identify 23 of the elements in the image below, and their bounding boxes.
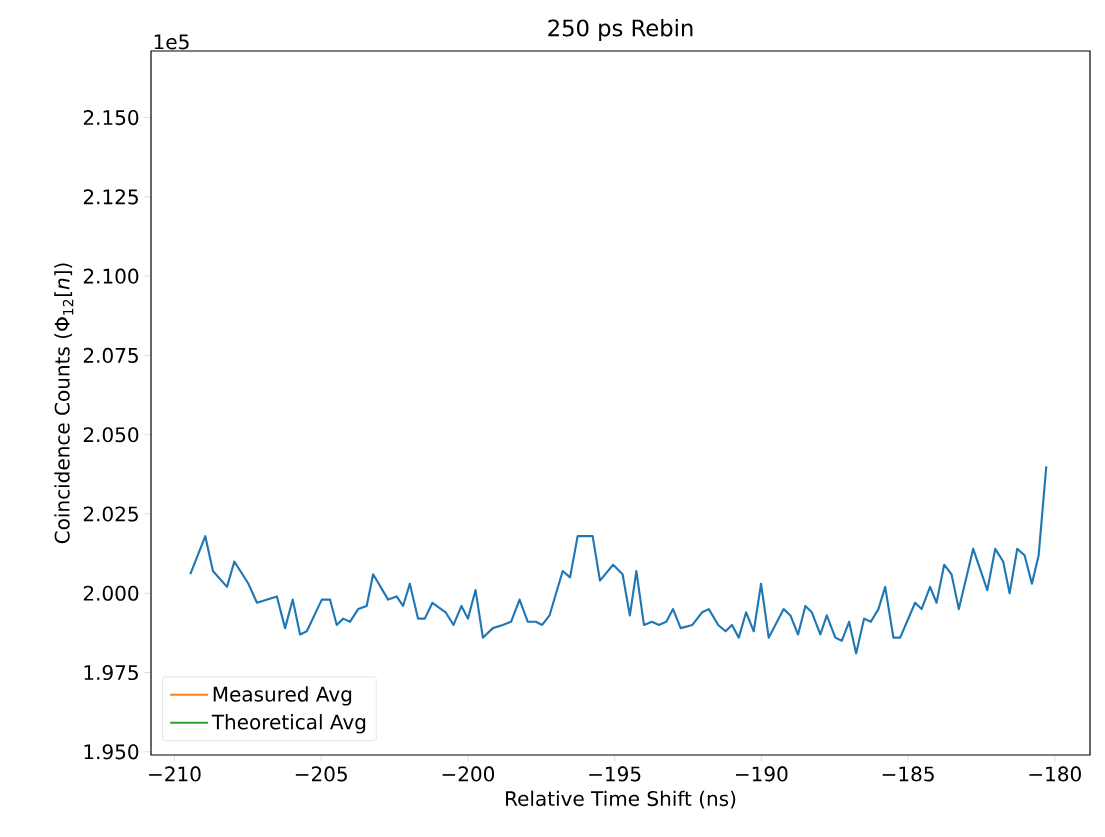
- legend-label: Theoretical Avg: [211, 714, 366, 734]
- x-tick-label: −205: [295, 766, 347, 782]
- y-tick-label: 1.975: [84, 664, 138, 681]
- x-tick-label: −190: [736, 766, 788, 782]
- x-axis-title: Relative Time Shift (ns): [506, 790, 736, 809]
- line-series: [189, 465, 1048, 655]
- y-tick-label: 2.075: [83, 347, 138, 363]
- y-tick-label: 2.000: [83, 585, 139, 601]
- x-tick-label: −200: [442, 766, 495, 782]
- text: 1e5: [154, 34, 189, 50]
- legend-label: Measured Avg: [213, 686, 352, 706]
- x-tick-label: −195: [589, 766, 641, 782]
- chart-title: 250 ps Rebin: [548, 18, 693, 41]
- y-tick-label: 2.025: [83, 506, 138, 522]
- y-tick-label: 2.100: [83, 268, 139, 284]
- x-tick-label: −210: [149, 766, 201, 782]
- y-tick-label: 2.050: [83, 427, 139, 443]
- y-tick-label: 2.150: [83, 110, 139, 126]
- y-axis-title: Coincidence Counts (Φ$_{12}$[n]): [54, 263, 74, 544]
- x-tick-label: −180: [1029, 766, 1081, 782]
- y-tick-label: 2.125: [83, 189, 138, 205]
- x-tick-label: −185: [882, 766, 934, 782]
- y-tick-label: 1.950: [84, 744, 139, 760]
